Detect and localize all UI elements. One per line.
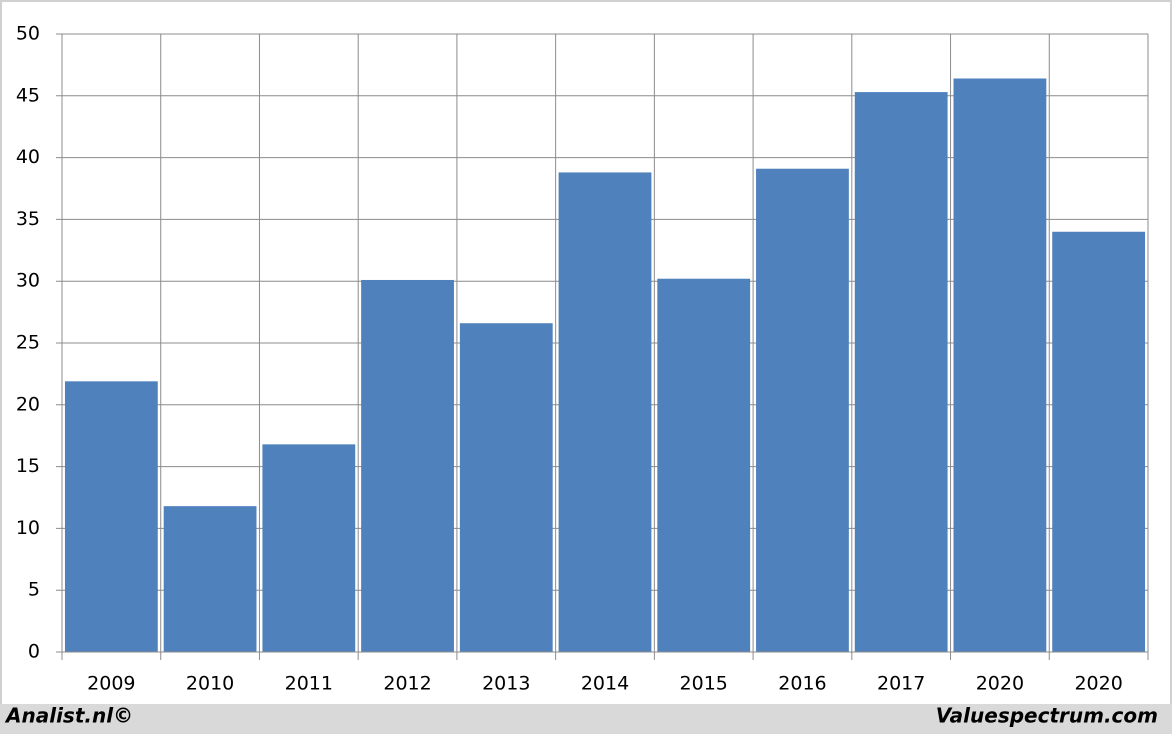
bar <box>854 92 948 653</box>
bar <box>756 168 849 652</box>
y-tick-label: 15 <box>16 455 40 477</box>
y-tick-label: 0 <box>28 641 40 663</box>
y-tick-label: 40 <box>16 146 40 168</box>
x-tick-label: 2009 <box>87 673 135 695</box>
footer-right: Valuespectrum.com <box>936 704 1158 728</box>
bar <box>361 279 454 652</box>
y-tick-label: 35 <box>16 208 40 230</box>
x-tick-label: 2020 <box>976 673 1024 695</box>
bar <box>262 444 356 652</box>
bar <box>657 278 751 652</box>
bar <box>163 506 257 652</box>
x-tick-label: 2012 <box>383 673 431 695</box>
x-tick-label: 2016 <box>778 673 826 695</box>
bar <box>64 381 158 652</box>
bar <box>1052 231 1146 652</box>
x-tick-label: 2010 <box>186 673 234 695</box>
bar <box>953 78 1047 653</box>
x-tick-label: 2020 <box>1074 673 1122 695</box>
y-tick-label: 5 <box>28 579 40 601</box>
y-tick-label: 10 <box>16 517 40 539</box>
bar <box>459 323 553 652</box>
bar <box>558 172 652 652</box>
y-tick-label: 30 <box>16 270 40 292</box>
x-tick-label: 2017 <box>877 673 925 695</box>
y-tick-label: 45 <box>16 84 40 106</box>
footer-bar <box>0 704 1172 734</box>
x-tick-label: 2014 <box>581 673 629 695</box>
y-tick-label: 25 <box>16 332 40 354</box>
x-tick-label: 2011 <box>285 673 333 695</box>
x-tick-label: 2013 <box>482 673 530 695</box>
footer-left: Analist.nl© <box>4 704 133 728</box>
x-tick-label: 2015 <box>680 673 728 695</box>
y-tick-label: 20 <box>16 393 40 415</box>
y-tick-label: 50 <box>16 23 40 45</box>
